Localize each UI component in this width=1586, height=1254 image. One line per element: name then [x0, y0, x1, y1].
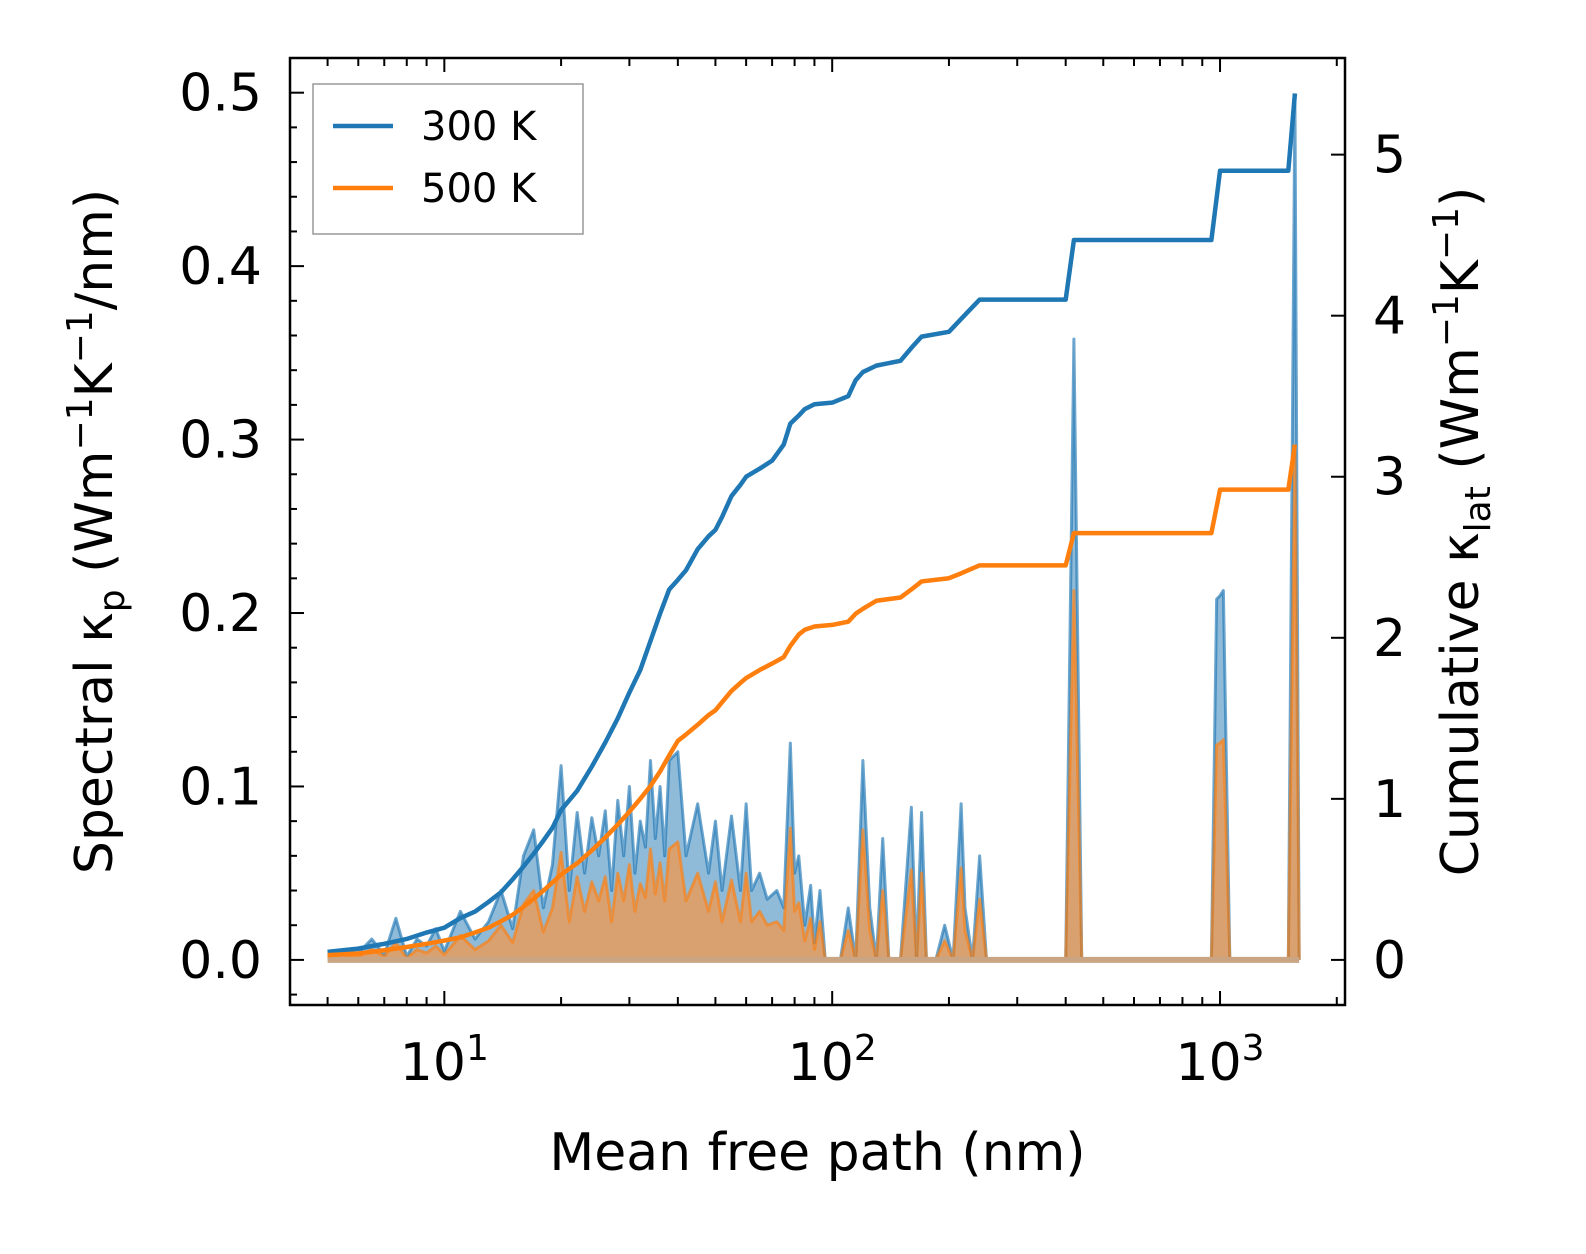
y-right-tick-label: 1: [1373, 770, 1406, 830]
y-left-axis-label: Spectral κp (Wm−1K−1/nm): [60, 189, 133, 874]
legend: 300 K 500 K: [312, 83, 584, 235]
y-left-tick-label: 0.5: [179, 64, 262, 124]
legend-label-500k: 500 K: [421, 166, 538, 212]
cumulative-line-500k: [327, 444, 1298, 958]
y-right-tick-label: 5: [1373, 126, 1406, 186]
x-tick-label: 102: [788, 1028, 877, 1093]
y-left-tick-label: 0.3: [179, 411, 262, 471]
y-right-tick-label: 0: [1373, 931, 1406, 991]
legend-label-300k: 300 K: [421, 104, 538, 150]
y-right-axis-label: Cumulative κlat (Wm−1K−1): [1426, 187, 1499, 877]
y-left-tick-label: 0.1: [179, 757, 262, 817]
spectral-line-300k: [327, 96, 1301, 962]
y-left-tick-label: 0.4: [179, 237, 262, 297]
axes-layer: 101 102 103 0.0 0.1 0.2 0.3 0.4 0.5 0 1 2 3 4 5: [179, 56, 1406, 1093]
legend-box: [312, 83, 584, 235]
y-right-tick-label: 3: [1373, 448, 1406, 508]
axis-label-layer: Mean free path (nm) Spectral κp (Wm−1K−1/…: [60, 187, 1499, 1183]
spectral-line-500k: [327, 446, 1301, 962]
y-left-tick-label: 0.2: [179, 584, 262, 644]
y-right-tick-label: 4: [1373, 287, 1406, 347]
cumulative-line-layer: [327, 93, 1298, 958]
y-right-tick-label: 2: [1373, 609, 1406, 669]
x-tick-label: 101: [400, 1028, 489, 1093]
spectral-line-layer: [327, 96, 1301, 963]
x-axis-label: Mean free path (nm): [549, 1123, 1085, 1183]
x-tick-label: 103: [1175, 1028, 1264, 1093]
plot-frame: [288, 56, 1347, 1007]
y-left-tick-label: 0.0: [179, 931, 262, 991]
cumulative-line-300k: [327, 93, 1298, 955]
